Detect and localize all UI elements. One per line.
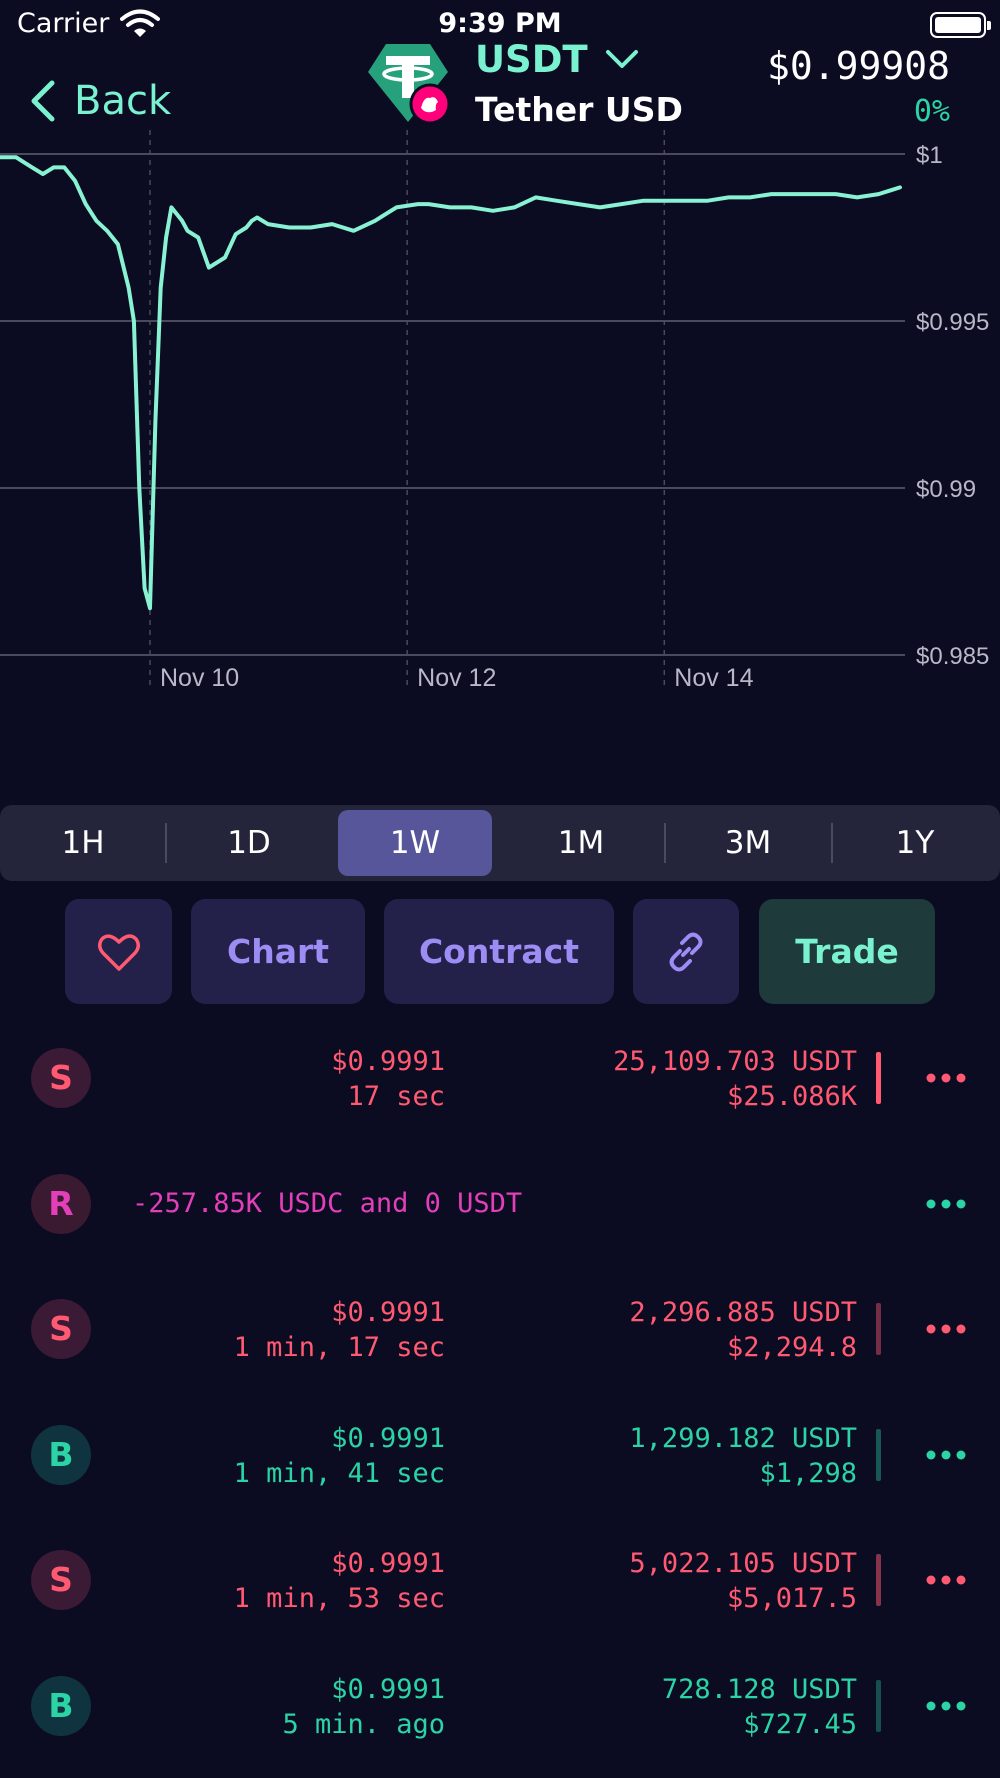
trade-size-bar bbox=[876, 1303, 881, 1355]
x-tick-label: Nov 10 bbox=[160, 664, 239, 692]
heart-icon bbox=[97, 933, 140, 971]
trade-row[interactable]: S $0.9991 1 min, 17 sec 2,296.885 USDT $2,29… bbox=[0, 1273, 1000, 1383]
back-button[interactable]: Back bbox=[28, 74, 171, 128]
y-tick-label: $1 bbox=[916, 142, 943, 169]
timeframe-tab-1h[interactable]: 1H bbox=[61, 825, 105, 861]
trade-price: $0.9991 bbox=[331, 1674, 445, 1705]
chevron-left-icon bbox=[31, 80, 55, 122]
more-options-icon[interactable] bbox=[925, 1574, 967, 1586]
trade-usd-value: $5,017.5 bbox=[726, 1583, 857, 1614]
timeframe-separator bbox=[165, 823, 167, 863]
trade-amount: 2,296.885 USDT bbox=[629, 1297, 857, 1328]
status-time: 9:39 PM bbox=[438, 8, 562, 39]
trade-type-badge: S bbox=[31, 1048, 91, 1108]
trade-size-bar bbox=[876, 1554, 881, 1606]
more-options-icon[interactable] bbox=[925, 1449, 967, 1461]
more-options-icon[interactable] bbox=[925, 1072, 967, 1084]
trade-type-badge: B bbox=[31, 1425, 91, 1485]
trade-price: $0.9991 bbox=[331, 1423, 445, 1454]
more-options-icon[interactable] bbox=[925, 1198, 967, 1210]
x-tick-label: Nov 12 bbox=[417, 664, 496, 692]
trade-amount: 728.128 USDT bbox=[661, 1674, 857, 1705]
status-bar: Carrier 9:39 PM bbox=[0, 0, 1000, 50]
trade-amount: 1,299.182 USDT bbox=[629, 1423, 857, 1454]
trade-usd-value: $25.086K bbox=[726, 1081, 857, 1112]
trade-size-bar bbox=[876, 1052, 881, 1104]
chart-button[interactable]: Chart bbox=[191, 899, 365, 1004]
trade-time: 17 sec bbox=[347, 1081, 445, 1112]
trade-row[interactable]: R -257.85K USDC and 0 USDT bbox=[0, 1148, 1000, 1258]
timeframe-tab-1d[interactable]: 1D bbox=[227, 825, 271, 861]
trade-type-badge: S bbox=[31, 1550, 91, 1610]
current-price: $0.99908 bbox=[766, 44, 950, 88]
trade-time: 5 min. ago bbox=[282, 1709, 445, 1740]
timeframe-selector: 1H 1D 1W 1M 3M 1Y bbox=[0, 805, 1000, 881]
timeframe-separator bbox=[831, 823, 833, 863]
favorite-button[interactable] bbox=[65, 899, 172, 1004]
wifi-icon bbox=[120, 9, 160, 37]
trade-time: 1 min, 41 sec bbox=[233, 1458, 445, 1489]
battery-icon bbox=[930, 12, 991, 38]
carrier-label: Carrier bbox=[17, 8, 110, 39]
token-selector[interactable]: USDT bbox=[475, 38, 640, 81]
trade-time: 1 min, 17 sec bbox=[233, 1332, 445, 1363]
trade-type-badge: R bbox=[31, 1174, 91, 1234]
y-tick-label: $0.99 bbox=[916, 476, 976, 503]
link-button[interactable] bbox=[633, 899, 739, 1004]
contract-button[interactable]: Contract bbox=[384, 899, 614, 1004]
more-options-icon[interactable] bbox=[925, 1323, 967, 1335]
trade-usd-value: $1,298 bbox=[759, 1458, 857, 1489]
token-symbol: USDT bbox=[475, 38, 588, 81]
timeframe-tab-3m[interactable]: 3M bbox=[724, 825, 772, 861]
trade-price: $0.9991 bbox=[331, 1046, 445, 1077]
trade-amount: 5,022.105 USDT bbox=[629, 1548, 857, 1579]
back-label: Back bbox=[74, 78, 172, 124]
trade-row[interactable]: B $0.9991 5 min. ago 728.128 USDT $727.45 bbox=[0, 1650, 1000, 1760]
x-tick-label: Nov 14 bbox=[674, 664, 753, 692]
trade-description: -257.85K USDC and 0 USDT bbox=[132, 1188, 523, 1219]
token-name: Tether USD bbox=[475, 90, 683, 129]
trade-button[interactable]: Trade bbox=[759, 899, 935, 1004]
trade-type-badge: S bbox=[31, 1299, 91, 1359]
timeframe-tab-1m[interactable]: 1M bbox=[557, 825, 605, 861]
trade-usd-value: $2,294.8 bbox=[726, 1332, 857, 1363]
link-icon bbox=[669, 932, 703, 971]
trade-price: $0.9991 bbox=[331, 1297, 445, 1328]
price-chart[interactable]: $1 $0.995 $0.99 $0.985 Nov 10 Nov 12 Nov 14 bbox=[0, 130, 1000, 800]
trade-size-bar bbox=[876, 1680, 881, 1732]
trade-time: 1 min, 53 sec bbox=[233, 1583, 445, 1614]
chevron-down-icon bbox=[605, 49, 638, 68]
y-tick-label: $0.995 bbox=[916, 309, 989, 336]
price-change: 0% bbox=[913, 94, 950, 129]
trade-type-badge: B bbox=[31, 1676, 91, 1736]
tether-logo-icon bbox=[368, 44, 451, 125]
trade-row[interactable]: S $0.9991 17 sec 25,109.703 USDT $25.086K bbox=[0, 1022, 1000, 1132]
timeframe-tab-1y[interactable]: 1Y bbox=[895, 825, 935, 861]
trade-row[interactable]: S $0.9991 1 min, 53 sec 5,022.105 USDT $5,01… bbox=[0, 1524, 1000, 1634]
price-line bbox=[0, 155, 902, 611]
trade-row[interactable]: B $0.9991 1 min, 41 sec 1,299.182 USDT $1,29… bbox=[0, 1399, 1000, 1509]
more-options-icon[interactable] bbox=[925, 1700, 967, 1712]
timeframe-separator bbox=[664, 823, 666, 863]
trade-amount: 25,109.703 USDT bbox=[613, 1046, 857, 1077]
trade-size-bar bbox=[876, 1429, 881, 1481]
timeframe-tab-1w[interactable]: 1W bbox=[338, 810, 492, 876]
trade-usd-value: $727.45 bbox=[743, 1709, 857, 1740]
trade-price: $0.9991 bbox=[331, 1548, 445, 1579]
y-tick-label: $0.985 bbox=[916, 643, 989, 670]
